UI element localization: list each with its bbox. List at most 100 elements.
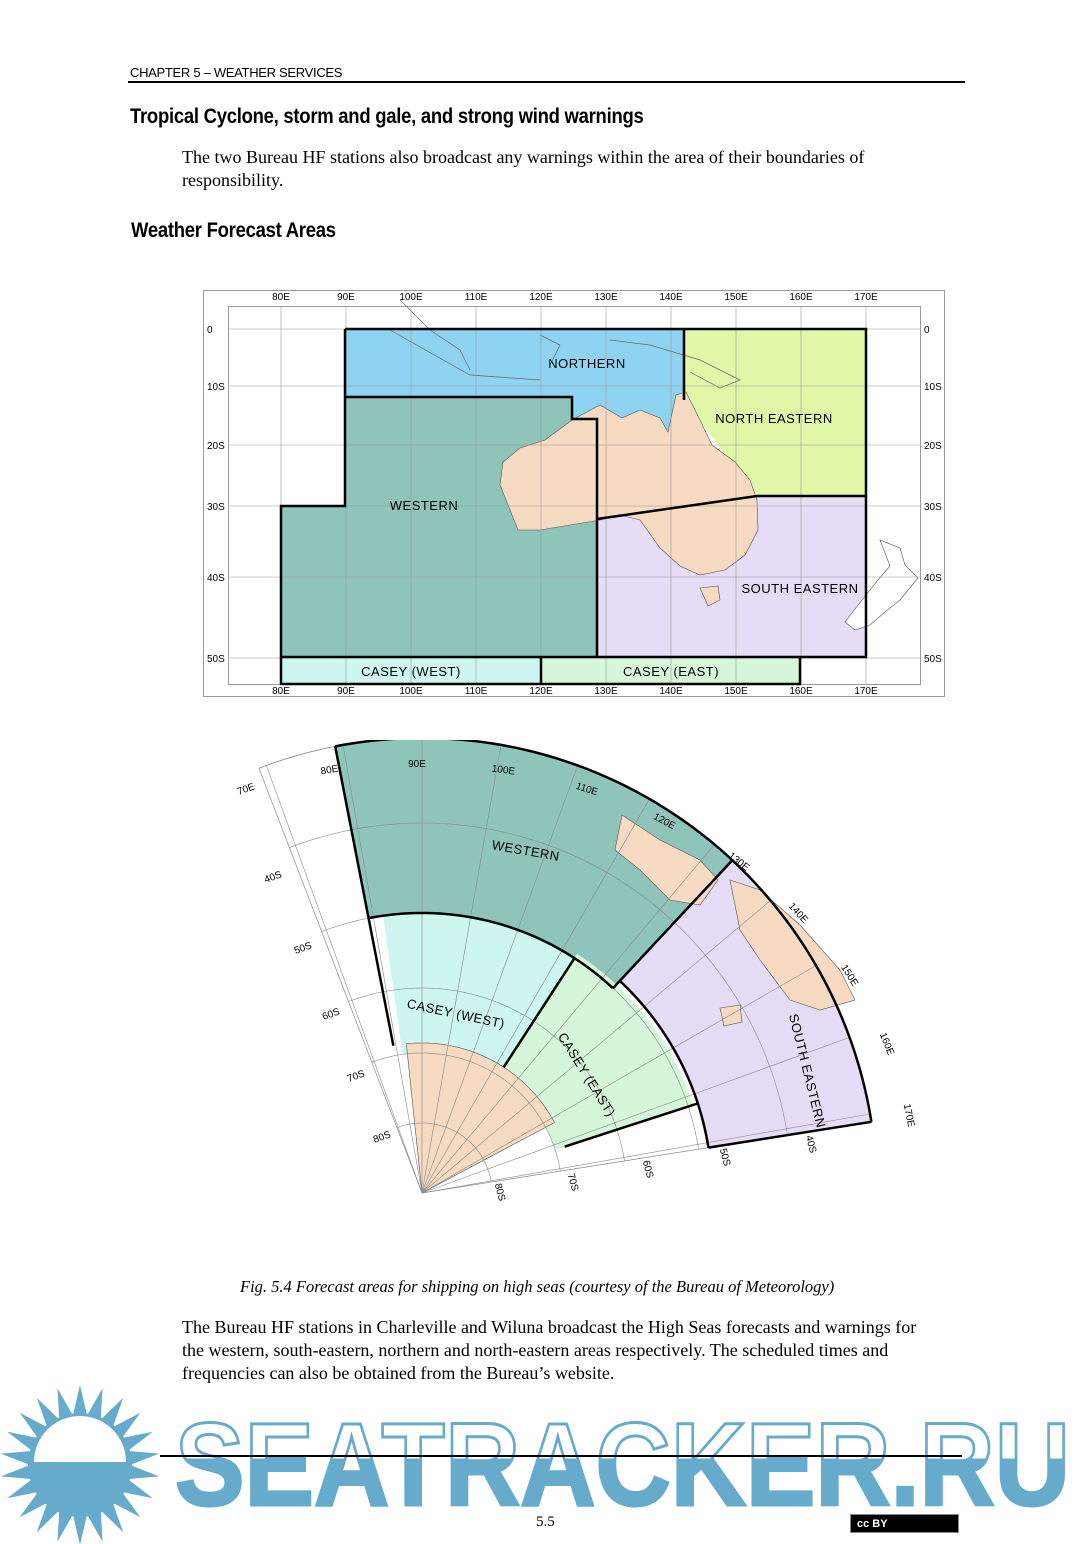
meridian-line (266, 765, 423, 1194)
latitude-label: 80S (492, 1182, 507, 1202)
section-heading-warnings: Tropical Cyclone, storm and gale, and st… (130, 105, 644, 128)
latitude-label: 80S (372, 1129, 393, 1146)
meridian-line (342, 744, 423, 1194)
latitude-label: 10S (207, 382, 225, 393)
latitude-label: 50S (293, 940, 314, 957)
latitude-label: 20S (924, 441, 942, 452)
longitude-label: 70E (236, 781, 257, 798)
longitude-label: 160E (789, 686, 813, 697)
latitude-label: 0 (207, 325, 213, 336)
longitude-label: 160E (789, 292, 813, 303)
warnings-paragraph: The two Bureau HF stations also broadcas… (182, 147, 865, 190)
closing-paragraph: The Bureau HF stations in Charleville an… (182, 1317, 917, 1383)
latitude-label: 50S (207, 654, 225, 665)
western-region (335, 740, 733, 989)
region-label-casey-east: CASEY (EAST) (623, 664, 719, 679)
page-number: 5.5 (533, 1514, 558, 1531)
meridian-line (421, 900, 771, 1194)
region-boundary (334, 740, 873, 1123)
longitude-label: 150E (724, 292, 748, 303)
region-label-north-eastern: NORTH EASTERN (715, 411, 833, 426)
running-header: CHAPTER 5 – WEATHER SERVICES (130, 65, 343, 80)
south-eastern-region (619, 860, 872, 1148)
latitude-label: 30S (207, 502, 225, 513)
tasmania-landmass (699, 585, 721, 607)
longitude-label: 80E (272, 686, 290, 697)
longitude-label: 120E (529, 686, 553, 697)
parallel-arc (396, 1122, 492, 1183)
latitude-label: 60S (321, 1006, 342, 1023)
latitude-label: 40S (207, 573, 225, 584)
region-boundary (612, 859, 734, 990)
longitude-label: 110E (465, 686, 488, 697)
region-boundary (564, 1102, 699, 1148)
australia-landmass (499, 391, 759, 576)
region-boundary (333, 746, 395, 1046)
region-boundary (345, 395, 599, 657)
longitude-label: 130E (594, 292, 618, 303)
header-rule (128, 81, 965, 83)
region-boundary (618, 980, 710, 1148)
meridian-line (421, 844, 715, 1194)
region-boundary (596, 494, 866, 521)
longitude-label: 170E (901, 1103, 917, 1128)
longitude-label: 150E (724, 686, 748, 697)
meridian-line (421, 744, 502, 1194)
latitude-label: 40S (924, 573, 942, 584)
parallel-arc (371, 1052, 561, 1172)
northern-region (345, 329, 684, 430)
north-eastern-region (684, 329, 866, 496)
watermark-text: SEATRACKER.RU (175, 1399, 1070, 1531)
cc-by-license-badge[interactable]: cc BY (850, 1514, 959, 1533)
latitude-label: 70S (565, 1172, 580, 1192)
parallel-arc (289, 822, 788, 1136)
region-label-western: WESTERN (390, 498, 459, 513)
latitude-label: 20S (207, 441, 225, 452)
longitude-label: 90E (337, 686, 355, 697)
longitude-label: 160E (877, 1031, 896, 1057)
longitude-label: 170E (854, 686, 878, 697)
seatracker-watermark: SEATRACKER.RU (0, 1385, 1072, 1544)
longitude-label: 140E (659, 292, 683, 303)
longitude-label: 110E (465, 292, 488, 303)
latitude-label: 60S (640, 1159, 655, 1179)
sun-logo-icon (0, 1385, 160, 1544)
meridian-line (421, 798, 650, 1194)
region-boundary (502, 957, 576, 1068)
figure-caption: Fig. 5.4 Forecast areas for shipping on … (240, 1277, 835, 1296)
parallel-arc (348, 987, 625, 1161)
meridian-line (421, 965, 817, 1194)
longitude-label: 100E (491, 763, 516, 777)
longitude-label: 90E (337, 292, 355, 303)
latitude-label: 30S (924, 502, 942, 513)
region-boundary (368, 911, 614, 990)
australia-west-coast (614, 814, 719, 906)
indonesia-png-coastline (389, 299, 741, 389)
sun-highlight (34, 1416, 126, 1462)
latitude-label: 50S (717, 1147, 732, 1167)
longitude-label: 100E (399, 292, 423, 303)
longitude-label: 90E (408, 759, 426, 770)
latitude-label: 10S (924, 382, 942, 393)
footer-rule (160, 1455, 962, 1457)
meridian-line (421, 765, 578, 1194)
tasmania-landmass (719, 1004, 743, 1027)
cc-license-icon: cc BY (857, 1517, 888, 1530)
longitude-label: 130E (594, 686, 618, 697)
latitude-label: 0 (924, 325, 930, 336)
longitude-label: 170E (854, 292, 878, 303)
region-boundary (708, 1120, 872, 1149)
region-label-south-eastern: SOUTH EASTERN (741, 581, 858, 596)
region-label-casey-west: CASEY (WEST) (361, 664, 461, 679)
latitude-label: 40S (803, 1134, 818, 1154)
casey-east-region (498, 953, 694, 1150)
latitude-label: 50S (924, 654, 942, 665)
longitude-label: 80E (272, 292, 290, 303)
new-zealand-landmass (844, 539, 919, 631)
longitude-label: 140E (659, 686, 683, 697)
forecast-areas-map: 80E 80E 90E 90E 100E 100E 110E 110E 120E 120E 130E… (203, 290, 945, 697)
longitude-label: 120E (529, 292, 553, 303)
section-heading-forecast-areas: Weather Forecast Areas (131, 219, 336, 242)
